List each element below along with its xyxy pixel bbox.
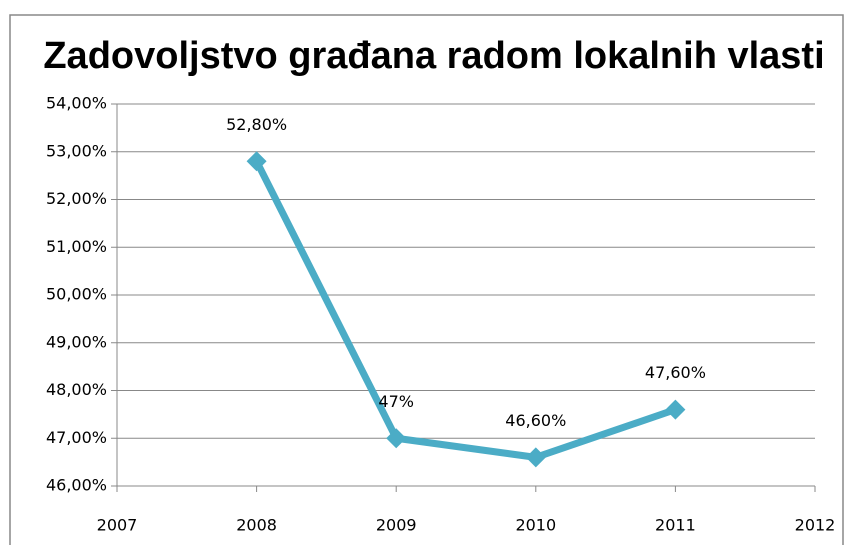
x-tick-label: 2007 [97, 516, 138, 535]
marker [386, 428, 407, 449]
y-tick-label: 51,00% [46, 237, 107, 256]
series-line [253, 159, 677, 461]
data-label: 47% [378, 392, 414, 411]
x-tick-label: 2008 [236, 516, 277, 535]
y-tick-label: 52,00% [46, 189, 107, 208]
y-tick-label: 50,00% [46, 285, 107, 304]
marker [665, 399, 686, 420]
data-label: 46,60% [505, 411, 566, 430]
x-tick-label: 2009 [376, 516, 417, 535]
y-tick-label: 53,00% [46, 141, 107, 160]
y-tick-label: 47,00% [46, 428, 107, 447]
marker [525, 447, 546, 468]
y-tick-label: 49,00% [46, 332, 107, 351]
chart-title: Zadovoljstvo građana radom lokalnih vlas… [43, 35, 824, 77]
data-label: 47,60% [645, 363, 706, 382]
chart-frame [9, 14, 844, 545]
y-tick-label: 46,00% [46, 476, 107, 495]
x-tick-label: 2011 [655, 516, 696, 535]
y-tick-label: 48,00% [46, 380, 107, 399]
x-tick-label: 2012 [795, 516, 836, 535]
y-tick-label: 54,00% [46, 94, 107, 113]
data-label: 52,80% [226, 115, 287, 134]
x-tick-label: 2010 [515, 516, 556, 535]
marker [246, 151, 267, 172]
